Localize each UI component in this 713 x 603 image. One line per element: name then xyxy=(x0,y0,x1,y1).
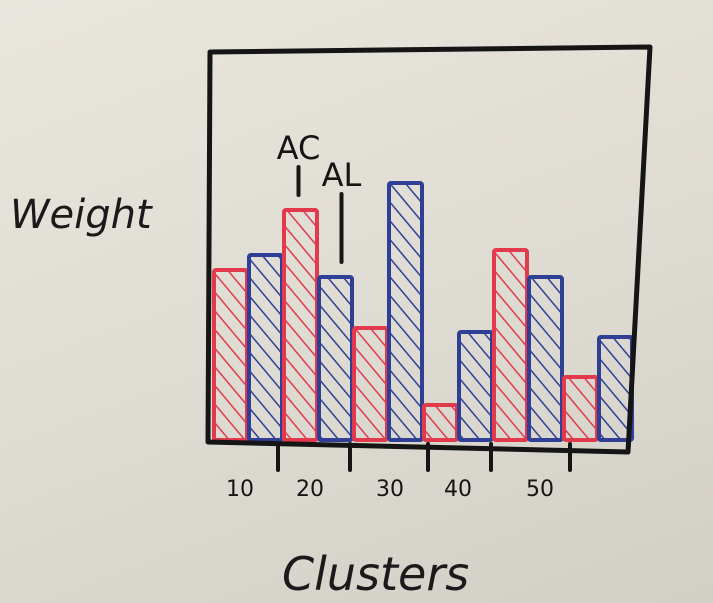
bar-2 xyxy=(247,253,284,442)
bars xyxy=(212,181,634,442)
bar-6 xyxy=(387,181,424,442)
bar-hatch xyxy=(599,337,632,440)
bar-8 xyxy=(457,330,494,442)
bar-10 xyxy=(527,275,564,442)
x-tick-label-50: 50 xyxy=(526,477,554,502)
bar-hatch xyxy=(214,270,247,440)
bar-hatch xyxy=(424,405,457,440)
bar-hatch xyxy=(284,210,317,440)
bar-3 xyxy=(282,208,319,442)
bar-hatch xyxy=(459,332,492,440)
x-tick-label-20: 20 xyxy=(296,477,324,502)
bar-hatch xyxy=(319,277,352,440)
bar-11 xyxy=(562,375,599,442)
bar-outline xyxy=(387,181,424,442)
plot-frame xyxy=(205,44,653,455)
bar-5 xyxy=(352,326,389,442)
y-axis-label: Weight xyxy=(10,192,153,238)
bar-hatch xyxy=(389,183,422,440)
x-tick-label-10: 10 xyxy=(226,477,254,502)
bar-hatch xyxy=(494,250,527,440)
bar-hatch xyxy=(564,377,597,440)
bar-hatch xyxy=(354,328,387,440)
annotation-al-label: AL xyxy=(322,156,362,194)
bar-1 xyxy=(212,268,249,442)
annotation-ac-label: AC xyxy=(277,129,321,167)
bar-hatch xyxy=(249,255,282,440)
bar-outline xyxy=(527,275,564,442)
x-tick-label-30: 30 xyxy=(376,477,404,502)
x-axis-label: Clusters xyxy=(282,547,469,601)
x-tick-label-40: 40 xyxy=(444,477,472,502)
bar-hatch xyxy=(529,277,562,440)
bar-7 xyxy=(422,403,459,442)
bar-4 xyxy=(317,275,354,442)
x-axis-ticks: 10 20 30 40 50 xyxy=(226,442,572,502)
bar-9 xyxy=(492,248,529,442)
